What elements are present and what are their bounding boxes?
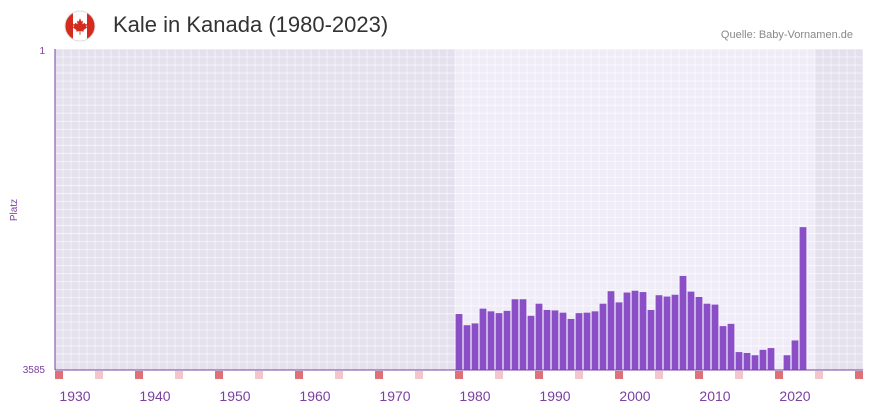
year-marker-1968 bbox=[375, 371, 383, 379]
y-axis-label: Platz bbox=[9, 199, 20, 221]
bar-2013 bbox=[735, 352, 743, 370]
bar-2007 bbox=[687, 291, 695, 370]
bar-1984 bbox=[503, 310, 511, 370]
x-tick-1960: 1960 bbox=[299, 388, 330, 404]
year-marker-1983 bbox=[495, 371, 503, 379]
year-marker-1973 bbox=[415, 371, 423, 379]
x-tick-1990: 1990 bbox=[539, 388, 570, 404]
bar-1992 bbox=[567, 318, 575, 370]
year-marker-1948 bbox=[215, 371, 223, 379]
year-marker-1988 bbox=[535, 371, 543, 379]
bar-2006 bbox=[679, 275, 687, 370]
bar-1993 bbox=[575, 313, 583, 370]
bar-1989 bbox=[543, 309, 551, 370]
bar-1994 bbox=[583, 312, 591, 370]
bar-2008 bbox=[695, 297, 703, 370]
bar-1990 bbox=[551, 310, 559, 370]
canada-flag-icon bbox=[64, 10, 96, 42]
year-markers bbox=[55, 371, 863, 379]
bar-2011 bbox=[719, 326, 727, 370]
x-axis-ticks: 1930 1940 1950 1960 1970 1980 1990 2000 2010 2020 bbox=[59, 388, 810, 404]
x-tick-1930: 1930 bbox=[59, 388, 90, 404]
year-marker-1958 bbox=[295, 371, 303, 379]
bar-2003 bbox=[655, 295, 663, 370]
bar-1980 bbox=[471, 323, 479, 370]
x-tick-1950: 1950 bbox=[219, 388, 250, 404]
bar-2014 bbox=[743, 352, 751, 370]
bar-1985 bbox=[511, 299, 519, 370]
bar-2000 bbox=[631, 290, 639, 370]
chart-grid bbox=[54, 48, 864, 371]
chart-bars bbox=[455, 227, 807, 370]
bar-1996 bbox=[599, 303, 607, 370]
bar-2021 bbox=[799, 227, 807, 370]
bar-1986 bbox=[519, 299, 527, 370]
chart-title: Kale in Kanada (1980-2023) bbox=[113, 12, 389, 37]
bar-1988 bbox=[535, 303, 543, 370]
bar-2002 bbox=[647, 309, 655, 370]
bar-1995 bbox=[591, 311, 599, 370]
y-tick-bottom: 3585 bbox=[23, 365, 46, 376]
year-marker-2018 bbox=[775, 371, 783, 379]
year-marker-1933 bbox=[95, 371, 103, 379]
bar-2015 bbox=[751, 355, 759, 370]
y-tick-top: 1 bbox=[39, 46, 45, 57]
bar-2019 bbox=[783, 355, 791, 370]
x-tick-1970: 1970 bbox=[379, 388, 410, 404]
bar-1998 bbox=[615, 302, 623, 370]
bar-1997 bbox=[607, 291, 615, 370]
bar-1982 bbox=[487, 311, 495, 370]
year-marker-1993 bbox=[575, 371, 583, 379]
year-marker-1998 bbox=[615, 371, 623, 379]
bar-2017 bbox=[767, 348, 775, 370]
bar-1981 bbox=[479, 308, 487, 370]
x-tick-1940: 1940 bbox=[139, 388, 170, 404]
bar-2016 bbox=[759, 349, 767, 370]
source-credit: Quelle: Baby-Vornamen.de bbox=[720, 29, 853, 41]
year-marker-1978 bbox=[455, 371, 463, 379]
year-marker-1928 bbox=[55, 371, 63, 379]
x-tick-2000: 2000 bbox=[619, 388, 650, 404]
year-marker-2023 bbox=[815, 371, 823, 379]
year-marker-1963 bbox=[335, 371, 343, 379]
bar-1999 bbox=[623, 292, 631, 370]
bar-1979 bbox=[463, 325, 471, 370]
bar-2005 bbox=[671, 294, 679, 370]
year-marker-2008 bbox=[695, 371, 703, 379]
bar-2001 bbox=[639, 292, 647, 370]
bar-2020 bbox=[791, 340, 799, 370]
x-tick-2020: 2020 bbox=[779, 388, 810, 404]
bar-1983 bbox=[495, 313, 503, 370]
year-marker-2003 bbox=[655, 371, 663, 379]
bar-1991 bbox=[559, 312, 567, 370]
year-marker-1953 bbox=[255, 371, 263, 379]
chart-axes bbox=[54, 49, 863, 371]
year-marker-1938 bbox=[135, 371, 143, 379]
bar-2010 bbox=[711, 304, 719, 370]
year-marker-2013 bbox=[735, 371, 743, 379]
x-tick-1980: 1980 bbox=[459, 388, 490, 404]
bar-1978 bbox=[455, 314, 463, 370]
bar-2004 bbox=[663, 296, 671, 370]
x-tick-2010: 2010 bbox=[699, 388, 730, 404]
bar-1987 bbox=[527, 315, 535, 370]
year-marker-2028 bbox=[855, 371, 863, 379]
year-marker-1943 bbox=[175, 371, 183, 379]
bar-2009 bbox=[703, 303, 711, 370]
bar-2012 bbox=[727, 323, 735, 370]
